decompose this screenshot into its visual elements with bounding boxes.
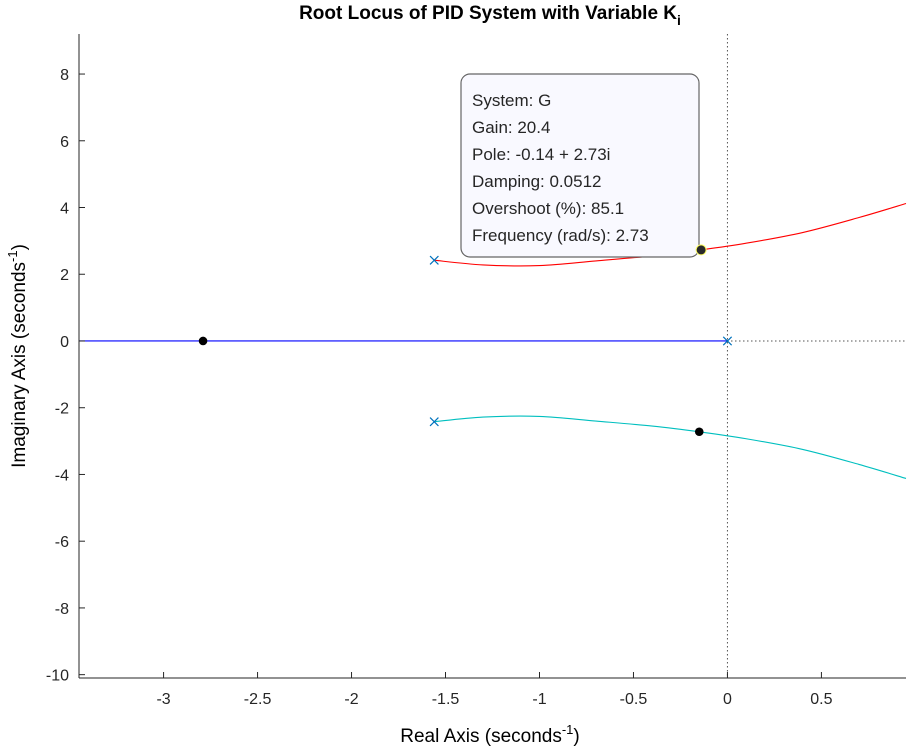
datatip-pole: Pole: -0.14 + 2.73i [472,145,610,164]
x-tick-label: -1.5 [432,691,460,708]
closed-loop-markers [198,336,704,437]
selected-pole-marker[interactable] [695,244,707,256]
datatip-system: System: G [472,91,551,110]
x-tick-label: -2 [344,691,358,708]
y-tick-label: 4 [60,201,69,218]
x-axis-label: Real Axis (seconds-1) [400,722,579,747]
y-tick-label: -10 [46,668,69,685]
datatip-damping: Damping: 0.0512 [472,172,601,191]
datatip-frequency: Frequency (rad/s): 2.73 [472,226,649,245]
x-tick-label: 0 [723,691,732,708]
selected-point-layer [695,244,707,256]
y-tick-label: -2 [55,401,69,418]
x-tick-label: 0.5 [810,691,832,708]
locus-branch-2[interactable] [434,415,907,479]
chart-title: Root Locus of PID System with Variable K… [299,3,681,28]
datatip-gain: Gain: 20.4 [472,118,550,137]
x-ticks: -3 -2.5 -2 -1.5 -1 -0.5 0 0.5 [156,672,833,708]
datatip[interactable]: System: G Gain: 20.4 Pole: -0.14 + 2.73i… [460,73,700,258]
closed-loop-marker-2[interactable] [694,427,704,437]
y-tick-label: 0 [60,334,69,351]
y-tick-label: -6 [55,534,69,551]
pole-marker-2 [429,417,439,427]
x-tick-label: -0.5 [620,691,648,708]
x-tick-label: -1 [532,691,546,708]
pole-marker-3 [722,336,733,346]
closed-loop-marker-1[interactable] [198,336,208,346]
y-tick-label: 8 [60,67,69,84]
x-tick-label: -2.5 [244,691,272,708]
pole-marker-1 [429,255,439,265]
x-tick-label: -3 [156,691,170,708]
open-loop-poles [429,255,733,427]
datatip-box [460,73,700,258]
y-tick-label: 6 [60,134,69,151]
y-ticks: -10 -8 -6 -4 -2 0 2 4 6 8 [46,67,85,685]
y-tick-label: -4 [55,467,69,484]
axes [78,34,906,679]
y-axis-label: Imaginary Axis (seconds-1) [5,244,30,468]
y-tick-label: -8 [55,601,69,618]
datatip-overshoot: Overshoot (%): 85.1 [472,199,624,218]
y-tick-label: 2 [60,267,69,284]
